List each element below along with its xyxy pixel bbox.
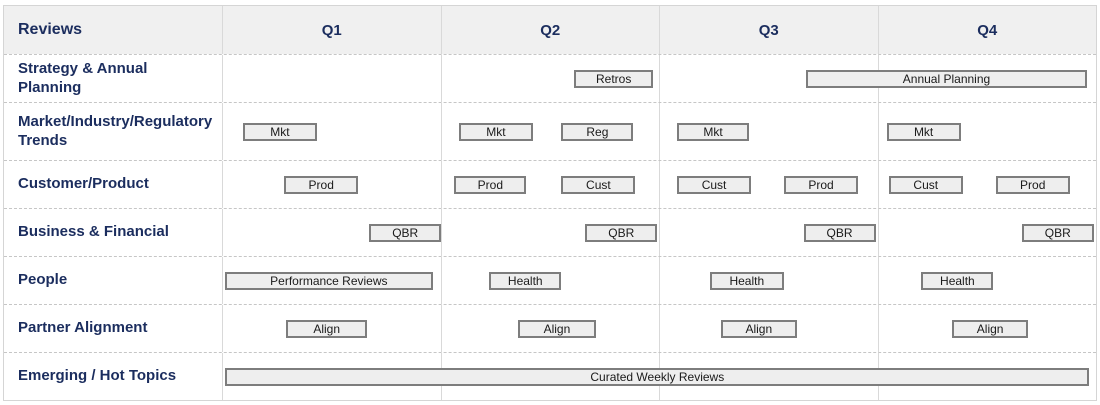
- quarter-cell: [442, 55, 660, 102]
- table-header-row: Reviews Q1 Q2 Q3 Q4: [4, 6, 1096, 54]
- review-bar-curated-weekly-reviews: Curated Weekly Reviews: [225, 367, 1090, 386]
- row-timeline: Retros Annual Planning: [223, 55, 1096, 102]
- row-timeline: Curated Weekly Reviews: [223, 353, 1096, 400]
- review-bar-qbr: QBR: [803, 223, 876, 242]
- review-bar-mkt: Mkt: [677, 122, 750, 141]
- quarter-cell: [442, 257, 660, 304]
- review-bar-prod: Prod: [995, 175, 1070, 194]
- quarter-cell: [442, 103, 661, 160]
- quarter-cell: [660, 257, 879, 304]
- review-bar-mkt: Mkt: [458, 122, 534, 141]
- review-bar-prod: Prod: [783, 175, 859, 194]
- header-quarter-q2: Q2: [442, 6, 660, 54]
- row-label-people: People: [4, 257, 223, 304]
- quarter-cell: [223, 103, 442, 160]
- quarter-cell: [660, 103, 879, 160]
- review-bar-cust: Cust: [676, 175, 752, 194]
- review-bar-cust: Cust: [888, 175, 963, 194]
- header-quarter-q3: Q3: [660, 6, 879, 54]
- quarter-grid: [223, 305, 1096, 352]
- review-bar-health: Health: [489, 271, 562, 290]
- quarter-grid: [223, 257, 1096, 304]
- review-bar-prod: Prod: [454, 175, 527, 194]
- quarter-cell: [223, 257, 442, 304]
- review-bar-qbr: QBR: [369, 223, 442, 242]
- review-cadence-table: Reviews Q1 Q2 Q3 Q4 Strategy & Annual Plann…: [3, 5, 1097, 401]
- review-row-market-industry-regulatory-trends: Market/Industry/Regulatory Trends Mkt Mkt R…: [4, 102, 1096, 160]
- quarter-cell: [223, 305, 442, 352]
- review-bar-annual-planning: Annual Planning: [805, 69, 1088, 88]
- row-timeline: Performance Reviews Health Health Health: [223, 257, 1096, 304]
- review-bar-qbr: QBR: [585, 223, 658, 242]
- quarter-cell: [442, 305, 660, 352]
- review-row-strategy-annual-planning: Strategy & Annual Planning Retros Annual P…: [4, 54, 1096, 102]
- review-row-emerging-hot-topics: Emerging / Hot Topics Curated Weekly Revi…: [4, 352, 1096, 400]
- row-label-partner-alignment: Partner Alignment: [4, 305, 223, 352]
- quarter-cell: [442, 209, 660, 256]
- quarter-cell: [660, 209, 879, 256]
- row-timeline: Align Align Align Align: [223, 305, 1096, 352]
- quarter-cell: [442, 161, 660, 208]
- header-quarter-grid: Q1 Q2 Q3 Q4: [223, 6, 1096, 54]
- review-bar-cust: Cust: [561, 175, 636, 194]
- header-quarters: Q1 Q2 Q3 Q4: [223, 6, 1096, 54]
- header-quarter-q4: Q4: [977, 21, 998, 39]
- review-bar-health: Health: [921, 271, 994, 290]
- review-bar-retros: Retros: [574, 69, 653, 88]
- quarter-grid: [223, 209, 1096, 256]
- review-bar-align: Align: [951, 319, 1029, 338]
- review-bar-align: Align: [720, 319, 797, 338]
- row-timeline: Prod Prod Cust Cust Prod Cust Prod: [223, 161, 1096, 208]
- row-label-market-industry-regulatory-trends: Market/Industry/Regulatory Trends: [4, 103, 224, 160]
- row-label-emerging-hot-topics: Emerging / Hot Topics: [4, 353, 223, 400]
- quarter-cell: [660, 305, 879, 352]
- review-row-business-financial: Business & Financial QBR QBR QBR QBR: [4, 208, 1096, 256]
- review-rows-container: Strategy & Annual Planning Retros Annual P…: [4, 54, 1096, 400]
- row-timeline: Mkt Mkt Reg Mkt Mkt: [223, 103, 1096, 160]
- quarter-cell: [223, 55, 442, 102]
- header-reviews-label: Reviews: [4, 6, 223, 54]
- review-bar-performance-reviews: Performance Reviews: [225, 271, 433, 290]
- review-bar-reg: Reg: [561, 122, 634, 141]
- quarter-grid: [223, 161, 1096, 208]
- review-bar-health: Health: [709, 271, 784, 290]
- review-bar-align: Align: [517, 319, 597, 338]
- quarter-grid: [223, 103, 1096, 160]
- review-bar-mkt: Mkt: [242, 122, 318, 141]
- quarter-cell: [660, 161, 879, 208]
- row-timeline: QBR QBR QBR QBR: [223, 209, 1096, 256]
- review-row-partner-alignment: Partner Alignment Align Align Align Align: [4, 304, 1096, 352]
- row-label-customer-product: Customer/Product: [4, 161, 223, 208]
- review-row-people: People Performance Reviews Health Health Hea…: [4, 256, 1096, 304]
- row-label-strategy-annual-planning: Strategy & Annual Planning: [4, 55, 223, 102]
- quarter-cell: [223, 161, 442, 208]
- row-label-business-financial: Business & Financial: [4, 209, 223, 256]
- review-bar-mkt: Mkt: [886, 122, 961, 141]
- review-bar-prod: Prod: [284, 175, 359, 194]
- review-bar-qbr: QBR: [1021, 223, 1094, 242]
- header-quarter-q1: Q1: [223, 6, 442, 54]
- review-row-customer-product: Customer/Product Prod Prod Cust Cust Prod Cust…: [4, 160, 1096, 208]
- review-bar-align: Align: [286, 319, 368, 338]
